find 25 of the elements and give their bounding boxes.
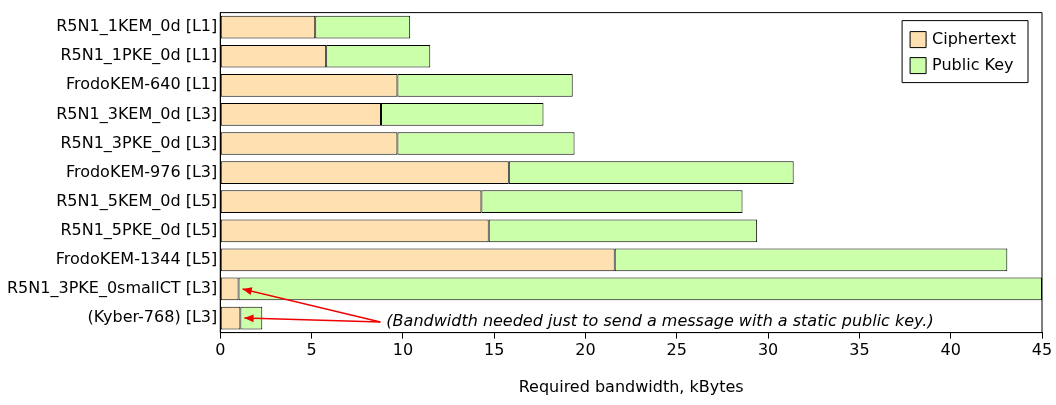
y-tick-label: R5N1_1PKE_0d [L1] (60, 45, 218, 66)
x-tick-label: 45 (1031, 340, 1053, 360)
y-tick-label: R5N1_5PKE_0d [L5] (60, 219, 218, 240)
y-tick-label: R5N1_3KEM_0d [L3] (56, 103, 218, 124)
y-tick-label: R5N1_5KEM_0d [L5] (56, 190, 218, 211)
y-tick-label: FrodoKEM-640 [L1] (65, 74, 218, 94)
x-tick-label: 15 (484, 340, 505, 360)
legend-label: Public Key (932, 54, 1014, 74)
y-tick-label: R5N1_3PKE_0d [L3] (60, 132, 218, 153)
legend-label: Ciphertext (932, 28, 1017, 48)
x-tick-label: 10 (392, 340, 414, 360)
x-tick-label: 0 (215, 340, 226, 360)
y-tick-label: (Kyber-768) [L3] (87, 307, 218, 327)
y-tick-label: FrodoKEM-1344 [L5] (55, 249, 218, 269)
y-tick-label: FrodoKEM-976 [L3] (65, 161, 218, 181)
x-tick-label: 35 (849, 340, 870, 360)
y-tick-label: R5N1_3PKE_0smallCT [L3] (7, 278, 218, 299)
annotation: (Bandwidth needed just to send a message with a static public key.) (386, 311, 934, 331)
x-tick-label: 40 (940, 340, 961, 360)
y-tick-label: R5N1_1KEM_0d [L1] (56, 16, 218, 37)
x-axis-title: Required bandwidth, kBytes (518, 376, 744, 396)
x-tick-label: 20 (575, 340, 596, 360)
x-tick-label: 30 (757, 340, 779, 360)
x-tick-label: 5 (306, 340, 317, 360)
x-tick-label: 25 (666, 340, 687, 360)
